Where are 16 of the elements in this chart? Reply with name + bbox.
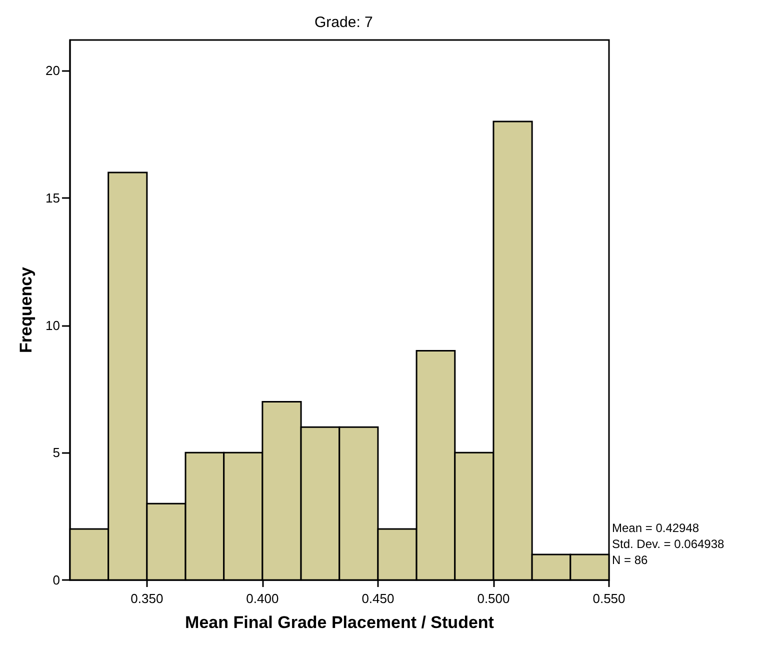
- y-tick-label: 5: [52, 445, 60, 460]
- x-tick-label: 0.550: [592, 591, 626, 606]
- x-tick-label: 0.400: [246, 591, 279, 606]
- x-tick-label: 0.500: [477, 591, 510, 606]
- y-tick-label: 10: [46, 318, 60, 333]
- chart-title: Grade: 7: [314, 14, 373, 31]
- x-tick-label: 0.450: [362, 591, 394, 606]
- y-tick-label: 20: [46, 63, 60, 78]
- y-axis-title: Frequency: [16, 266, 36, 353]
- x-axis-title: Mean Final Grade Placement / Student: [185, 613, 494, 632]
- text: Std. Dev. = 0.064938: [612, 537, 725, 551]
- y-tick-label: 15: [46, 190, 60, 206]
- y-tick-label: 0: [52, 572, 60, 588]
- text: Mean = 0.42948: [612, 521, 700, 535]
- text: N = 86: [612, 553, 648, 567]
- x-tick-label: 0.350: [130, 591, 164, 606]
